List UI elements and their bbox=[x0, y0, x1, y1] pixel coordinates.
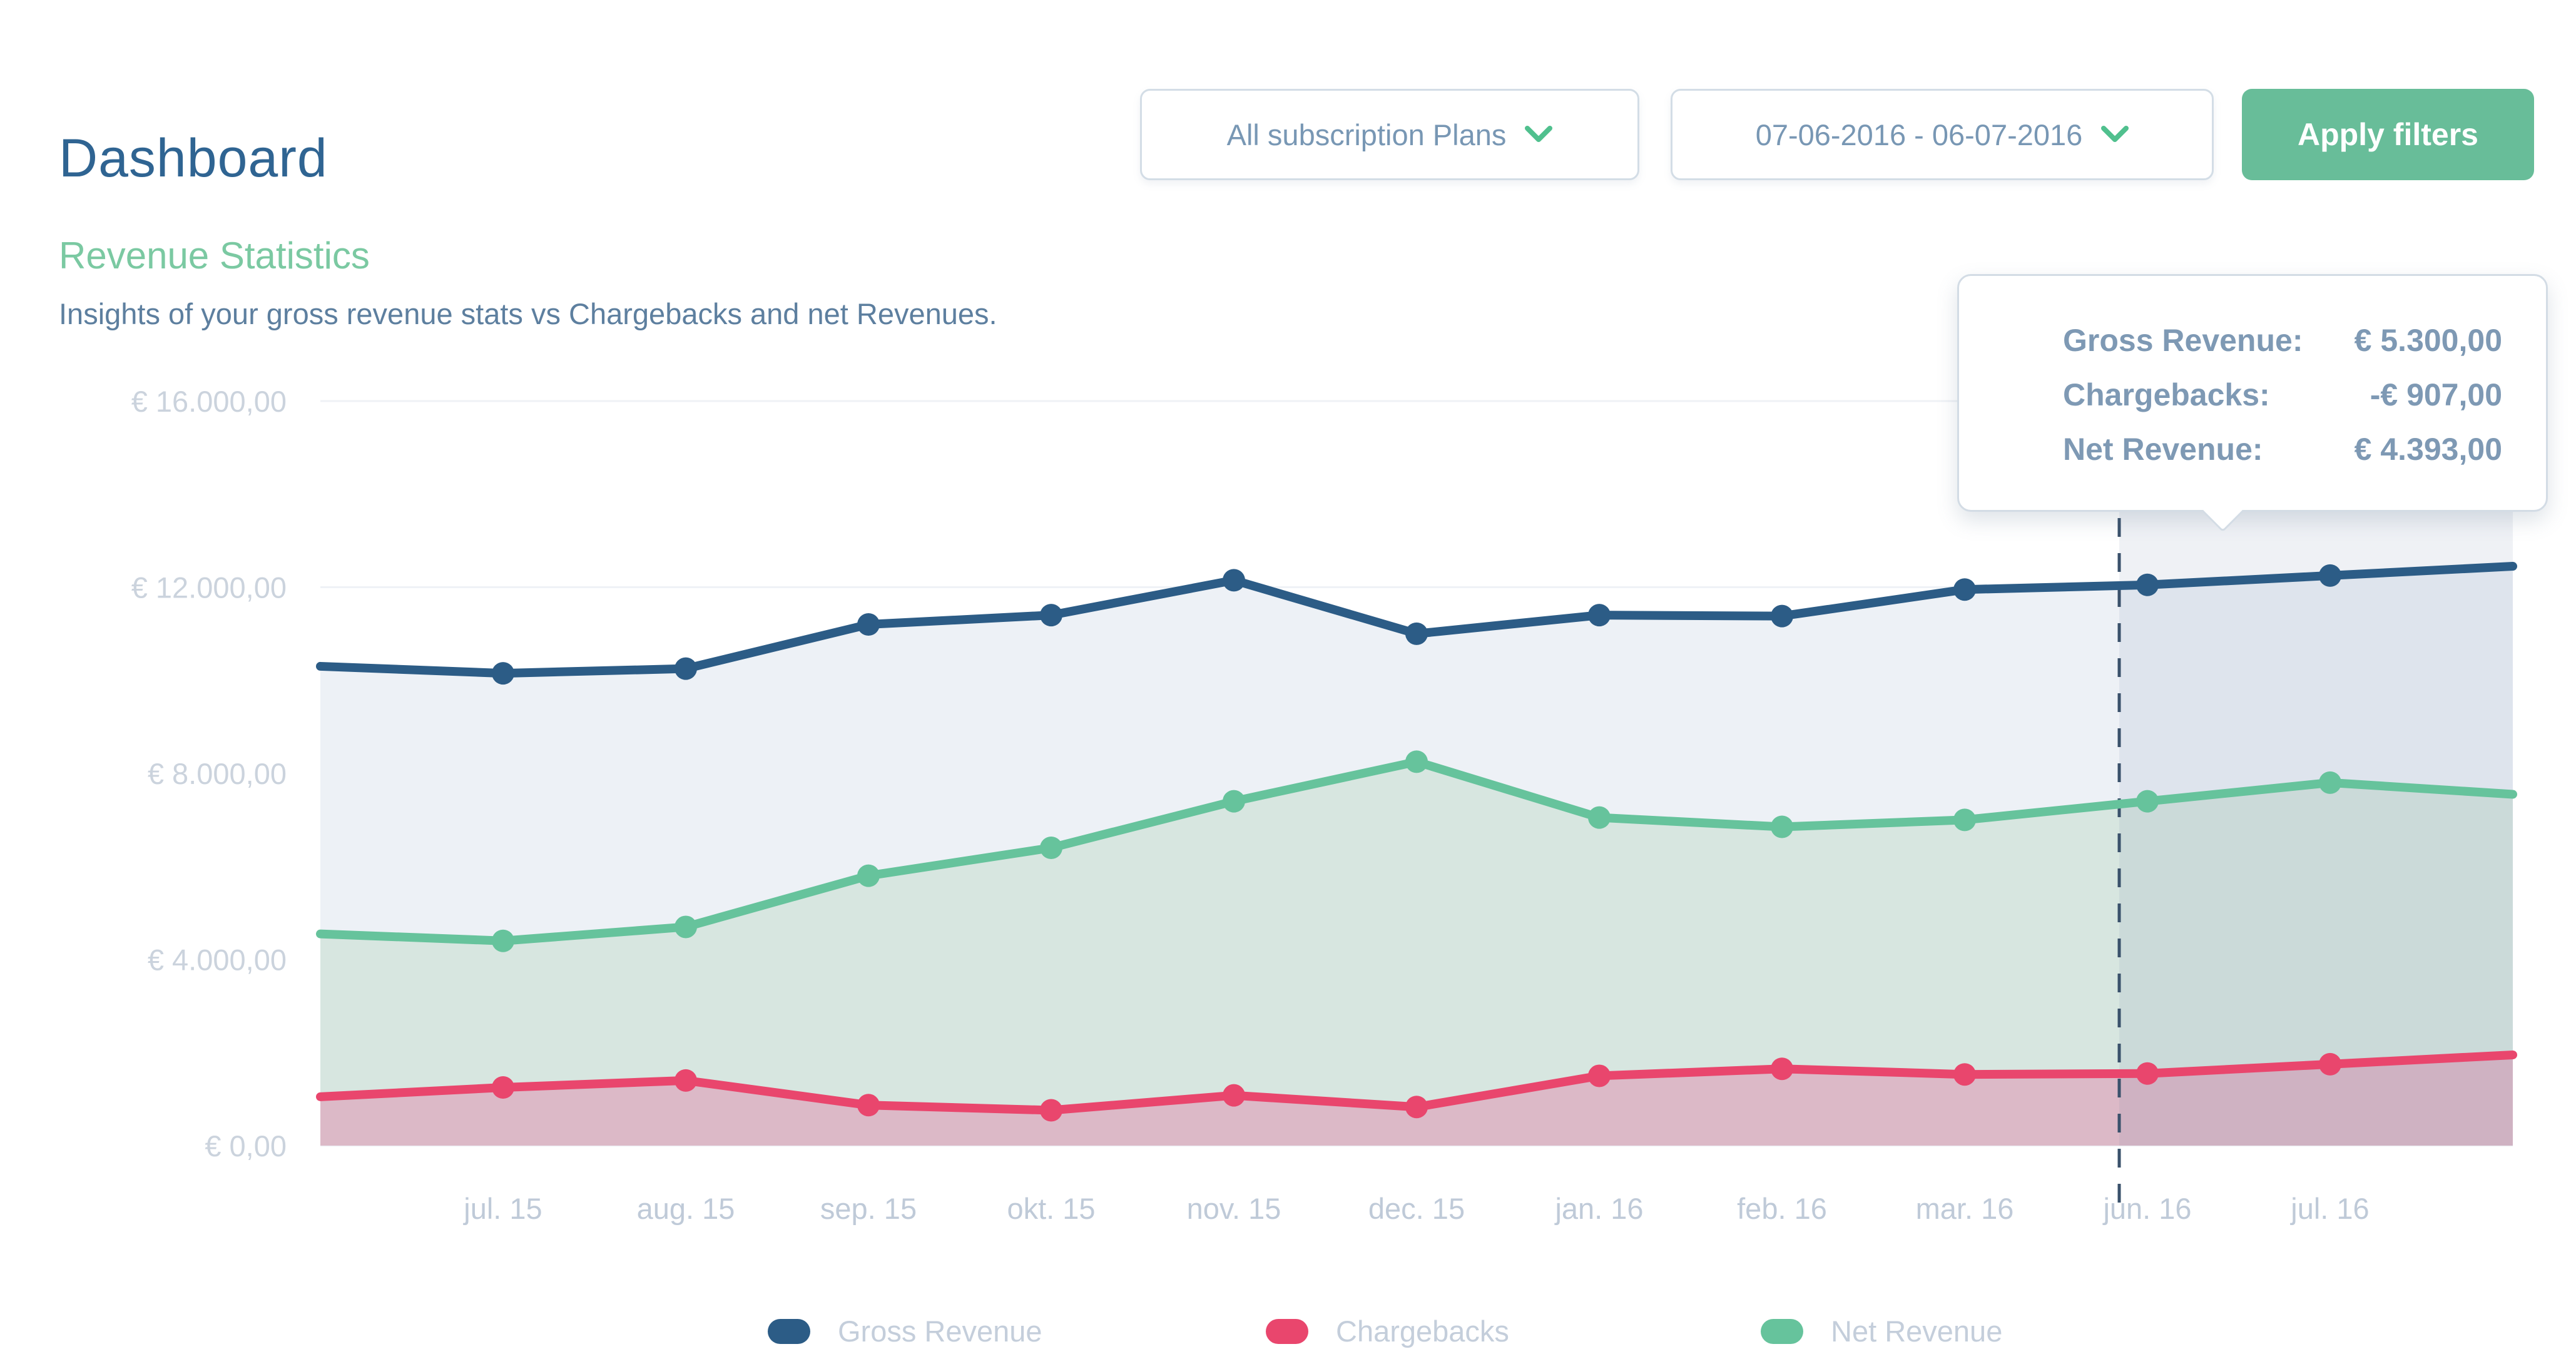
revenue-chart[interactable]: € 0,00 € 4.000,00 € 8.000,00 € 12.000,00 € 1… bbox=[0, 350, 2576, 1251]
tooltip-value: € 5.300,00 bbox=[2354, 323, 2502, 358]
legend-item-net-revenue[interactable]: Net Revenue bbox=[1761, 1314, 2002, 1348]
x-axis-tick-label: jun. 16 bbox=[2102, 1192, 2191, 1225]
date-range-value: 07-06-2016 - 06-07-2016 bbox=[1755, 118, 2083, 151]
legend-label: Chargebacks bbox=[1336, 1315, 1509, 1348]
gross-revenue-legend-pill bbox=[768, 1318, 810, 1344]
x-axis-tick-label: nov. 15 bbox=[1187, 1192, 1281, 1225]
tooltip-value: € 4.393,00 bbox=[2354, 432, 2502, 467]
x-axis-tick-label: jul. 16 bbox=[2289, 1192, 2369, 1225]
subscription-plan-value: All subscription Plans bbox=[1226, 118, 1507, 151]
net-revenue-area bbox=[320, 761, 2513, 1146]
net-revenue-data-point bbox=[492, 929, 514, 952]
y-axis-tick-label: € 8.000,00 bbox=[148, 757, 287, 790]
x-axis-tick-label: jul. 15 bbox=[462, 1192, 542, 1225]
y-axis-tick-label: € 4.000,00 bbox=[148, 944, 287, 977]
chargebacks-data-point bbox=[857, 1094, 880, 1117]
chart-tooltip: Gross Revenue: € 5.300,00 Chargebacks: -… bbox=[1957, 274, 2548, 532]
section-title: Revenue Statistics bbox=[59, 235, 370, 277]
chargebacks-data-point bbox=[1405, 1096, 1428, 1119]
gross-revenue-data-point bbox=[492, 662, 514, 685]
legend-item-chargebacks[interactable]: Chargebacks bbox=[1266, 1314, 1509, 1348]
section-subtitle: Insights of your gross revenue stats vs … bbox=[59, 297, 997, 330]
net-revenue-data-point bbox=[675, 915, 697, 939]
net-revenue-data-point bbox=[1040, 837, 1062, 859]
x-axis-tick-label: dec. 15 bbox=[1368, 1192, 1465, 1225]
subscription-plan-dropdown[interactable]: All subscription Plans bbox=[1140, 89, 1639, 180]
legend-item-gross-revenue[interactable]: Gross Revenue bbox=[768, 1314, 1042, 1348]
net-revenue-data-point bbox=[1953, 808, 1976, 832]
x-axis-tick-label: okt. 15 bbox=[1007, 1192, 1095, 1225]
chargebacks-data-point bbox=[1223, 1084, 1245, 1107]
gross-revenue-data-point bbox=[1223, 569, 1245, 592]
gross-revenue-data-point bbox=[857, 613, 880, 636]
tooltip-value: -€ 907,00 bbox=[2370, 377, 2502, 412]
net-revenue-data-point bbox=[857, 864, 880, 887]
net-revenue-data-point bbox=[2319, 771, 2341, 794]
net-revenue-data-point bbox=[1223, 790, 1245, 813]
tooltip-label: Gross Revenue: bbox=[2063, 323, 2303, 358]
y-axis-tick-label: € 12.000,00 bbox=[131, 571, 287, 604]
net-revenue-data-point bbox=[2136, 790, 2159, 813]
tooltip-label: Chargebacks: bbox=[2063, 377, 2270, 412]
x-axis-tick-label: feb. 16 bbox=[1737, 1192, 1827, 1225]
chargebacks-data-point bbox=[2319, 1052, 2341, 1076]
gross-revenue-data-point bbox=[2319, 564, 2341, 587]
chargebacks-legend-pill bbox=[1266, 1318, 1308, 1344]
chargebacks-data-point bbox=[2136, 1062, 2159, 1085]
x-axis-tick-label: aug. 15 bbox=[637, 1192, 735, 1225]
chargebacks-data-point bbox=[1588, 1064, 1611, 1087]
net-revenue-data-point bbox=[1771, 815, 1793, 838]
gross-revenue-data-point bbox=[675, 657, 697, 680]
chevron-down-icon bbox=[1525, 126, 1553, 143]
tooltip-label: Net Revenue: bbox=[2063, 432, 2263, 467]
net-revenue-data-point bbox=[1588, 806, 1611, 829]
legend-label: Gross Revenue bbox=[838, 1315, 1042, 1348]
chargebacks-data-point bbox=[675, 1069, 697, 1092]
gross-revenue-data-point bbox=[1405, 622, 1428, 645]
x-axis-tick-label: jan. 16 bbox=[1554, 1192, 1643, 1225]
gross-revenue-data-point bbox=[1588, 604, 1611, 627]
tooltip-row-net-revenue: Net Revenue: € 4.393,00 bbox=[1989, 422, 2502, 477]
gross-revenue-data-point bbox=[1771, 604, 1793, 628]
date-range-dropdown[interactable]: 07-06-2016 - 06-07-2016 bbox=[1671, 89, 2214, 180]
chevron-down-icon bbox=[2101, 126, 2129, 143]
chargebacks-data-point bbox=[492, 1076, 514, 1099]
chargebacks-data-point bbox=[1040, 1099, 1062, 1122]
gross-revenue-data-point bbox=[2136, 573, 2159, 596]
page-title: Dashboard bbox=[59, 128, 328, 188]
x-axis-tick-label: mar. 16 bbox=[1916, 1192, 2014, 1225]
selected-range-highlight bbox=[2119, 401, 2513, 1146]
chargebacks-data-point bbox=[1953, 1063, 1976, 1086]
legend-label: Net Revenue bbox=[1831, 1315, 2003, 1348]
net-revenue-data-point bbox=[1405, 750, 1428, 773]
tooltip-row-gross-revenue: Gross Revenue: € 5.300,00 bbox=[1989, 313, 2502, 368]
gross-revenue-data-point bbox=[1040, 604, 1062, 627]
chargebacks-data-point bbox=[1771, 1057, 1793, 1081]
tooltip-row-chargebacks: Chargebacks: -€ 907,00 bbox=[1989, 368, 2502, 422]
net-revenue-legend-pill bbox=[1761, 1318, 1803, 1344]
y-axis-tick-label: € 0,00 bbox=[205, 1129, 287, 1163]
x-axis-tick-label: sep. 15 bbox=[820, 1192, 917, 1225]
apply-filters-button[interactable]: Apply filters bbox=[2242, 89, 2534, 180]
y-axis-tick-label: € 16.000,00 bbox=[131, 385, 287, 418]
gross-revenue-data-point bbox=[1953, 578, 1976, 601]
